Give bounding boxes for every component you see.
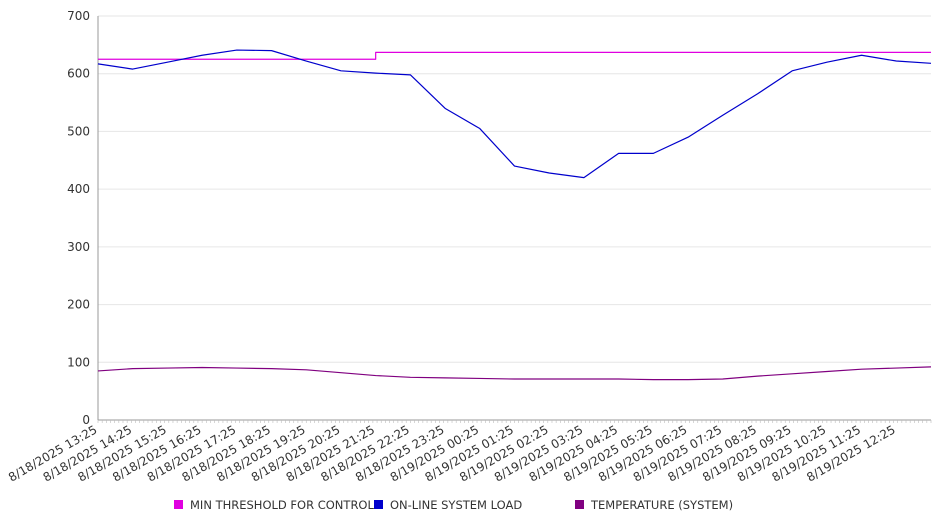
series-line-2	[97, 366, 932, 381]
legend-label: MIN THRESHOLD FOR CONTROL	[190, 498, 374, 512]
legend-swatch	[374, 500, 383, 509]
y-tick-label: 100	[67, 355, 90, 369]
legend-label: TEMPERATURE (SYSTEM)	[590, 498, 733, 512]
grid-lines	[98, 15, 931, 363]
legend-swatch	[575, 500, 584, 509]
legend-swatch	[174, 500, 183, 509]
legend-label: ON-LINE SYSTEM LOAD	[390, 498, 522, 512]
legend: MIN THRESHOLD FOR CONTROL ON-LINE SYSTEM …	[174, 498, 733, 512]
y-tick-label: 700	[67, 9, 90, 23]
y-tick-labels: 0 100 200 300 400 500 600 700	[67, 9, 90, 427]
series-lines	[97, 49, 932, 381]
y-tick-label: 200	[67, 298, 90, 312]
series-line-1	[97, 49, 932, 179]
y-tick-label: 300	[67, 240, 90, 254]
axes	[97, 16, 932, 423]
y-tick-label: 500	[67, 124, 90, 138]
y-tick-label: 400	[67, 182, 90, 196]
y-tick-label: 0	[82, 413, 90, 427]
y-tick-label: 600	[67, 67, 90, 81]
series-line-0	[98, 51, 931, 60]
x-tick-labels: 8/18/2025 13:258/18/2025 14:258/18/2025 …	[6, 422, 898, 484]
